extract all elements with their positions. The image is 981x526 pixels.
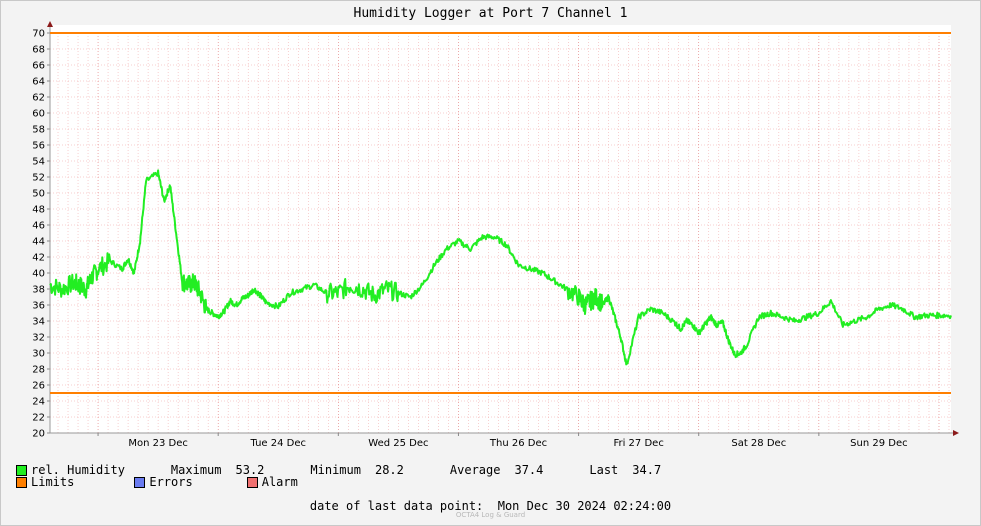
y-tick-label: 46: [32, 221, 45, 232]
alarm-swatch: [246, 476, 258, 488]
legend-row-1: rel. Humidity Maximum 53.2 Minimum 28.2 …: [16, 463, 661, 477]
limits-legend-label: Limits: [31, 475, 75, 489]
y-tick-label: 32: [32, 333, 45, 344]
y-tick-label: 44: [32, 237, 45, 248]
x-tick-label: Sun 29 Dec: [850, 438, 907, 449]
y-tick-label: 40: [32, 269, 45, 280]
y-tick-label: 38: [32, 285, 45, 296]
watermark: OCTA4 Log & Guard: [455, 511, 526, 519]
minimum-value: 28.2: [374, 463, 404, 477]
x-tick-label: Tue 24 Dec: [249, 438, 306, 449]
plot-background: [50, 25, 951, 433]
limits-swatch: [16, 476, 27, 488]
last-data-point-value: Mon Dec 30 2024 02:24:00: [497, 499, 672, 513]
last-label: Last: [589, 463, 619, 477]
chart-title: Humidity Logger at Port 7 Channel 1: [353, 6, 628, 21]
x-tick-label: Sat 28 Dec: [731, 438, 786, 449]
x-tick-label: Fri 27 Dec: [613, 438, 663, 449]
y-tick-label: 48: [32, 205, 45, 216]
x-tick-label: Wed 25 Dec: [368, 438, 428, 449]
y-tick-label: 58: [32, 125, 45, 136]
y-tick-label: 52: [32, 173, 45, 184]
y-tick-label: 22: [32, 413, 45, 424]
y-tick-label: 64: [32, 77, 45, 88]
legend-row-2: Limits Errors Alarm: [16, 475, 298, 489]
y-tick-label: 36: [32, 301, 45, 312]
x-axis-arrow: [953, 430, 959, 436]
maximum-label: Maximum: [170, 463, 222, 477]
humidity-legend-label: rel. Humidity: [31, 463, 125, 477]
series-layer: [49, 169, 952, 366]
y-axis: 20 22 24 26 28 30 32 34 36 38 40 42 44 46 48 50 52 54 56 58…: [32, 21, 53, 440]
y-tick-label: 54: [32, 157, 45, 168]
y-tick-label: 60: [32, 109, 45, 120]
y-tick-label: 50: [32, 189, 45, 200]
average-label: Average: [449, 463, 501, 477]
y-tick-label: 24: [32, 397, 45, 408]
maximum-value: 53.2: [235, 463, 265, 477]
y-tick-label: 26: [32, 381, 45, 392]
chart-area: 20 22 24 26 28 30 32 34 36 38 40 42 44 46 48 50 52 54 56 58…: [32, 21, 959, 449]
average-value: 37.4: [514, 463, 544, 477]
y-axis-arrow: [47, 21, 53, 27]
errors-swatch: [134, 476, 146, 488]
y-tick-label: 28: [32, 365, 45, 376]
x-tick-label: Mon 23 Dec: [128, 438, 188, 449]
limit-lines: [50, 32, 951, 394]
grid-lines: [50, 32, 951, 434]
errors-legend-label: Errors: [149, 475, 193, 489]
y-tick-label: 42: [32, 253, 45, 264]
y-tick-label: 20: [32, 429, 45, 440]
x-tick-label: Thu 26 Dec: [489, 438, 547, 449]
humidity-series-line: [49, 169, 952, 366]
alarm-legend-label: Alarm: [261, 475, 298, 489]
y-tick-label: 34: [32, 317, 45, 328]
last-value: 34.7: [632, 463, 662, 477]
humidity-swatch: [16, 464, 27, 476]
y-tick-label: 66: [32, 61, 45, 72]
minimum-label: Minimum: [310, 463, 361, 477]
y-tick-label: 68: [32, 45, 45, 56]
y-tick-label: 30: [32, 349, 45, 360]
x-axis: Mon 23 Dec Tue 24 Dec Wed 25 Dec Thu 26 Dec…: [50, 430, 959, 449]
last-data-point: date of last data point: Mon Dec 30 2024…: [0, 499, 981, 513]
y-tick-label: 56: [32, 141, 45, 152]
y-tick-label: 70: [32, 29, 45, 40]
last-data-point-label: date of last data point:: [309, 499, 484, 513]
y-tick-label: 62: [32, 93, 45, 104]
